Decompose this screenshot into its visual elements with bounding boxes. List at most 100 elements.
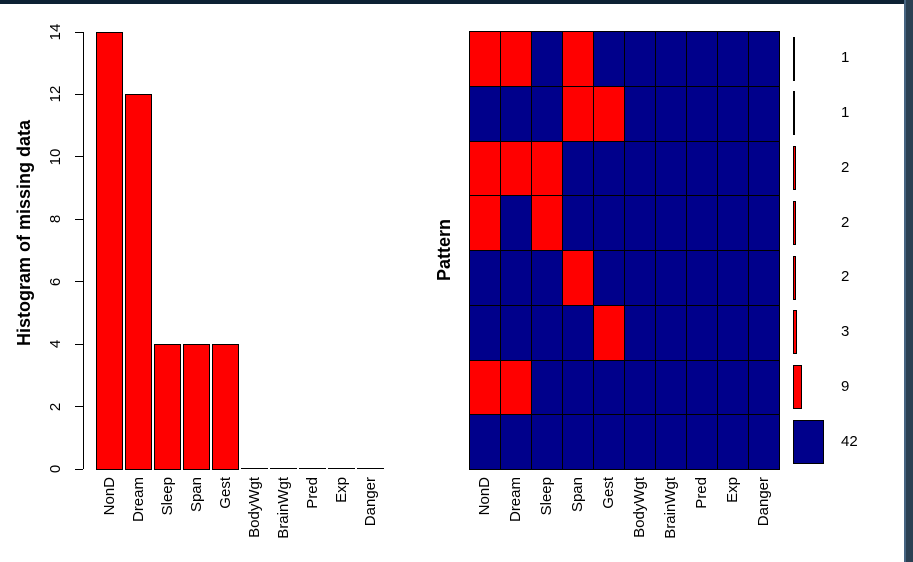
pattern-cell-missing — [531, 140, 563, 197]
pattern-cell-observed — [686, 304, 718, 361]
pattern-cell-observed — [500, 304, 532, 361]
pattern-x-label: Pred — [692, 477, 710, 509]
pattern-cell-observed — [686, 31, 718, 87]
pattern-cell-observed — [717, 359, 749, 416]
pattern-cell-observed — [686, 195, 718, 251]
window-top-border — [0, 0, 913, 4]
pattern-cell-observed — [531, 85, 563, 142]
pattern-cell-missing — [469, 140, 501, 197]
pattern-x-label: Dream — [506, 477, 524, 523]
pattern-cell-observed — [655, 250, 687, 306]
pattern-cell-observed — [655, 304, 687, 361]
pattern-cell-observed — [593, 250, 625, 306]
histogram-x-label: Pred — [303, 477, 321, 509]
pattern-cell-observed — [469, 250, 501, 306]
pattern-cell-observed — [562, 140, 594, 197]
pattern-cell-missing — [562, 250, 594, 306]
pattern-cell-observed — [748, 250, 780, 306]
pattern-cell-observed — [686, 359, 718, 416]
pattern-cell-observed — [624, 250, 656, 306]
pattern-cell-observed — [655, 140, 687, 197]
pattern-cell-missing — [562, 85, 594, 142]
count-label: 42 — [841, 432, 858, 450]
y-tick — [75, 281, 83, 283]
pattern-cell-observed — [624, 31, 656, 87]
histogram-x-label: BodyWgt — [245, 477, 263, 538]
pattern-x-label: Sleep — [537, 477, 555, 516]
pattern-cell-observed — [624, 304, 656, 361]
zero-height-bar — [270, 468, 297, 469]
bar — [125, 94, 152, 470]
pattern-cell-observed — [531, 250, 563, 306]
pattern-cell-observed — [655, 414, 687, 470]
zero-height-bar — [357, 468, 384, 469]
pattern-cell-observed — [562, 304, 594, 361]
pattern-cell-observed — [624, 359, 656, 416]
window-right-border — [904, 0, 913, 562]
bar — [96, 32, 123, 470]
y-tick-label: 8 — [47, 215, 64, 224]
pattern-cell-observed — [748, 140, 780, 197]
pattern-cell-observed — [686, 250, 718, 306]
pattern-y-axis-title: Pattern — [434, 219, 454, 282]
zero-height-bar — [241, 468, 268, 469]
pattern-cell-observed — [748, 304, 780, 361]
pattern-x-label: BodyWgt — [630, 477, 648, 538]
pattern-x-label: BrainWgt — [661, 477, 679, 539]
pattern-cell-missing — [469, 359, 501, 416]
histogram-x-label: Span — [187, 477, 205, 513]
pattern-cell-observed — [717, 31, 749, 87]
y-tick — [75, 156, 83, 158]
pattern-cell-observed — [500, 414, 532, 470]
pattern-cell-observed — [717, 140, 749, 197]
pattern-cell-missing — [500, 31, 532, 87]
pattern-x-label: Span — [568, 477, 586, 513]
pattern-cell-observed — [531, 414, 563, 470]
count-marker — [793, 91, 795, 136]
pattern-cell-observed — [717, 85, 749, 142]
pattern-cell-observed — [655, 31, 687, 87]
pattern-cell-observed — [624, 140, 656, 197]
zero-height-bar — [299, 468, 326, 469]
pattern-cell-observed — [717, 250, 749, 306]
histogram-y-axis-line — [83, 32, 84, 469]
y-tick-label: 0 — [47, 464, 64, 474]
count-marker — [793, 146, 796, 190]
count-marker — [793, 365, 802, 409]
count-marker — [793, 255, 796, 300]
pattern-x-label: Exp — [723, 477, 741, 503]
pattern-x-label: Gest — [599, 477, 617, 509]
count-label: 1 — [841, 49, 850, 67]
count-label: 2 — [841, 158, 850, 176]
pattern-cell-missing — [562, 31, 594, 87]
y-tick-label: 12 — [47, 86, 64, 103]
pattern-cell-observed — [655, 85, 687, 142]
count-label: 2 — [841, 213, 850, 231]
bar — [212, 344, 239, 470]
pattern-cell-missing — [469, 31, 501, 87]
pattern-cell-observed — [531, 304, 563, 361]
pattern-cell-observed — [624, 195, 656, 251]
y-tick-label: 6 — [47, 277, 64, 286]
y-tick — [75, 406, 83, 408]
pattern-cell-observed — [469, 304, 501, 361]
pattern-cell-observed — [686, 85, 718, 142]
pattern-cell-observed — [531, 359, 563, 416]
pattern-cell-observed — [655, 195, 687, 251]
pattern-cell-observed — [748, 85, 780, 142]
count-marker — [793, 419, 824, 464]
count-marker — [793, 200, 796, 245]
pattern-cell-observed — [655, 359, 687, 416]
pattern-cell-observed — [748, 195, 780, 251]
pattern-cell-observed — [624, 414, 656, 470]
histogram-y-axis-title: Histogram of missing data — [14, 119, 34, 347]
y-tick — [75, 468, 83, 470]
y-tick-label: 4 — [47, 339, 64, 349]
pattern-cell-observed — [717, 304, 749, 361]
pattern-cell-missing — [593, 304, 625, 361]
pattern-cell-missing — [593, 85, 625, 142]
y-tick-label: 2 — [47, 402, 64, 411]
y-tick-label: 10 — [47, 148, 64, 166]
histogram-x-label: Dream — [129, 477, 147, 523]
